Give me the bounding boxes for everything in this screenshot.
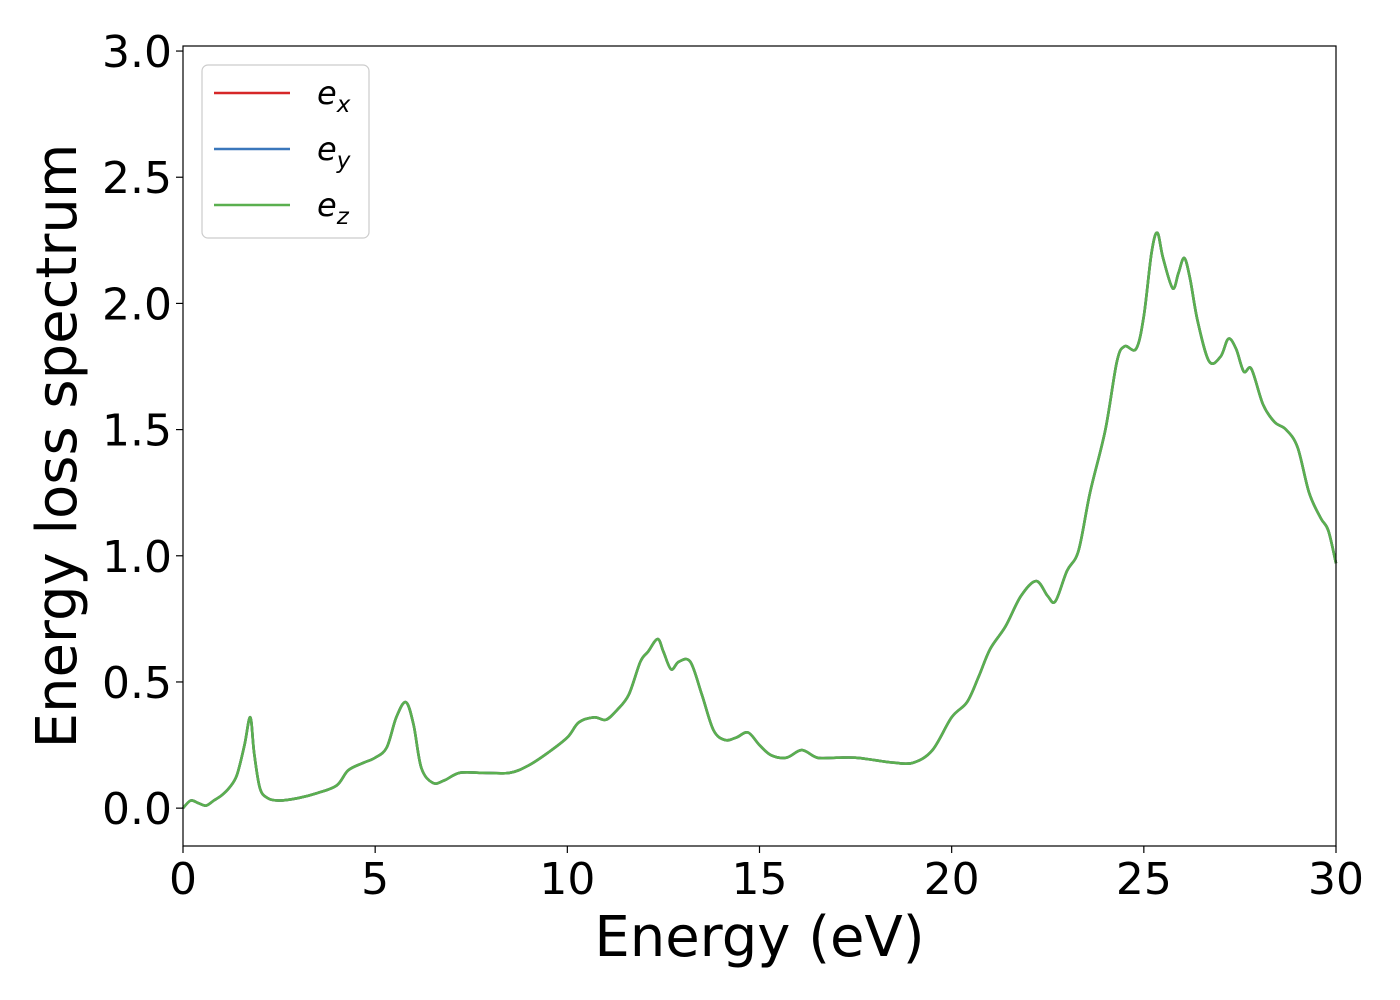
x-tick-label: 15 [732,854,788,905]
legend-label-y: ey [317,130,351,174]
x-tick-label: 25 [1116,854,1172,905]
x-axis-label: Energy (eV) [594,905,924,970]
x-tick-label: 0 [169,854,197,905]
legend-label-base: e [317,130,337,168]
y-tick-label: 3.0 [102,27,172,78]
legend-label-subscript: y [336,148,351,174]
series-line-z [182,231,1338,810]
y-tick-label: 2.5 [102,153,172,204]
x-tick-label: 5 [361,854,389,905]
y-axis-label: Energy loss spectrum [25,144,90,749]
legend-label-subscript: z [336,204,350,230]
y-tick-label: 0.5 [102,658,172,709]
y-tick-label: 1.0 [102,532,172,583]
plot-frame [182,45,1337,847]
y-tick-label: 0.0 [102,784,172,835]
legend-label-x: ex [317,74,351,118]
legend-frame [201,64,370,239]
x-tick-label: 20 [924,854,980,905]
y-tick-label: 2.0 [102,279,172,330]
legend-label-subscript: x [336,92,351,118]
y-axis-ticks: 0.0 0.5 1.0 1.5 2.0 2.5 3.0 [102,27,183,835]
x-tick-label: 10 [539,854,595,905]
plot-area [183,46,1336,846]
y-tick-label: 1.5 [102,406,172,457]
legend-label-base: e [317,186,337,224]
x-axis-ticks: 0 5 10 15 20 25 30 [169,846,1364,905]
legend-label-base: e [317,74,337,112]
series-layer [182,231,1338,810]
x-tick-label: 30 [1308,854,1364,905]
legend-label-z: ez [317,186,350,230]
